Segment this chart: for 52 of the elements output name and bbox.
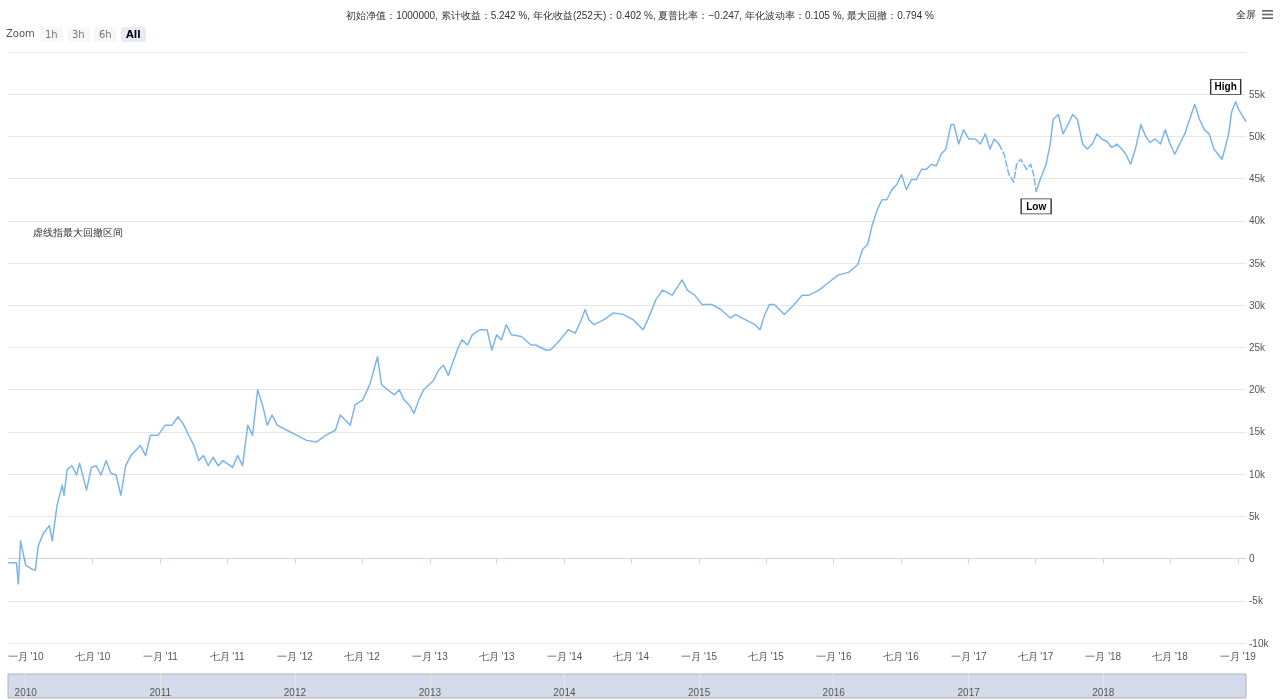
x2-tick-label: 2016	[822, 686, 846, 698]
x2-tick-label: 2010	[14, 686, 38, 698]
y-tick-label: 5k	[1249, 510, 1261, 522]
annotation: High	[1214, 81, 1237, 93]
x-tick-label: 一月 '11	[142, 650, 179, 662]
x2-tick-label: 2015	[687, 686, 711, 698]
y-tick-label: 50k	[1249, 130, 1267, 142]
y-tick-label: 40k	[1249, 215, 1267, 227]
x-tick-label: 七月 '17	[1017, 650, 1054, 662]
x-tick-label: 七月 '14	[613, 650, 650, 662]
y-tick-label: 30k	[1249, 299, 1267, 311]
y-tick-label: 35k	[1249, 257, 1267, 269]
x-tick-label: 一月 '10	[7, 650, 45, 662]
annotation: 虚线指最大回撤区间	[33, 226, 123, 240]
x-tick-label: 一月 '19	[1219, 650, 1257, 662]
y-tick-label: 55k	[1249, 88, 1267, 100]
y-tick-label: -5k	[1249, 595, 1264, 607]
x-tick-label: 七月 '16	[882, 650, 920, 662]
text: Zoom	[6, 28, 35, 39]
x-tick-label: 一月 '16	[815, 650, 853, 662]
x2-tick-label: 2014	[553, 686, 577, 698]
x2-tick-label: 2011	[149, 686, 172, 698]
chart-title: 初始净值：1000000, 累计收益：5.242 %, 年化收益(252天)：0.402 %, 夏普比率：−0.247, 年化波动率：0.105 %, 最大回撤：0.794 %	[346, 9, 934, 21]
y-tick-label: 45k	[1249, 173, 1267, 185]
x-tick-label: 七月 '11	[209, 650, 246, 662]
text: 6h	[94, 27, 117, 42]
x2-tick-label: 2017	[957, 686, 981, 698]
text: All	[121, 27, 146, 42]
y-tick-label: 25k	[1249, 342, 1267, 353]
text: 1h	[40, 27, 63, 42]
y-tick-label: 10k	[1249, 468, 1267, 480]
x-tick-label: 一月 '12	[277, 650, 314, 662]
x2-tick-label: 2012	[283, 686, 307, 698]
x-tick-label: 七月 '12	[344, 650, 381, 662]
x-tick-label: 一月 '13	[411, 650, 449, 662]
text: 全屏	[1236, 8, 1256, 22]
x-tick-label: 七月 '15	[747, 650, 785, 662]
x-tick-label: 一月 '14	[546, 650, 583, 662]
x-tick-label: 七月 '13	[478, 650, 515, 662]
x2-tick-label: 2018	[1092, 686, 1115, 698]
x-tick-label: 一月 '17	[950, 650, 988, 662]
x-tick-label: 一月 '15	[681, 650, 718, 662]
y-tick-label: -10k	[1249, 637, 1270, 649]
annotation: Low	[1026, 200, 1047, 212]
y-tick-label: 15k	[1249, 426, 1267, 438]
x-tick-label: 一月 '18	[1085, 650, 1122, 662]
x-tick-label: 七月 '10	[74, 650, 111, 662]
text: 3h	[67, 27, 90, 42]
x-tick-label: 七月 '18	[1152, 650, 1189, 662]
y-tick-label: 20k	[1249, 384, 1267, 396]
y-tick-label: 0	[1249, 553, 1255, 565]
x2-tick-label: 2013	[418, 686, 442, 698]
